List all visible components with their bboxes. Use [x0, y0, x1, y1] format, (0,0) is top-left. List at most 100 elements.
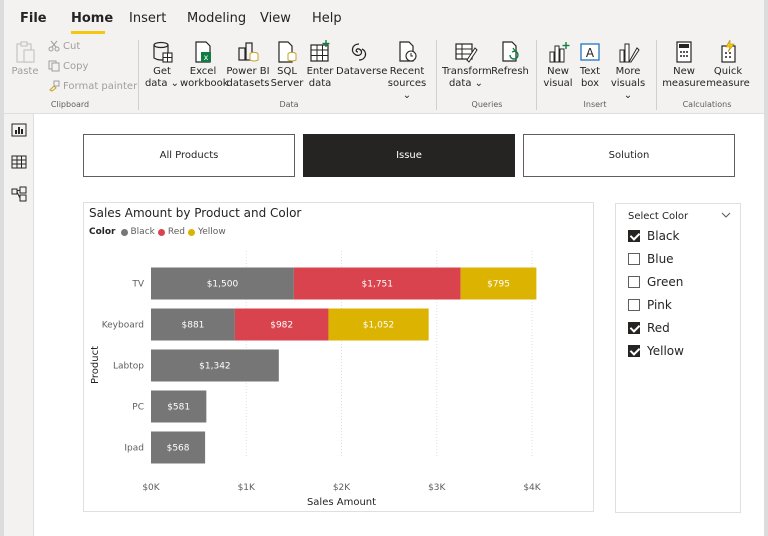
legend-swatch-yellow: [187, 228, 195, 236]
x-axis-title: Sales Amount: [307, 497, 376, 508]
paintbrush-icon: [49, 80, 60, 92]
powerbi-datasets-button[interactable]: Power BI datasets: [226, 40, 270, 90]
slicer-option-green[interactable]: Green: [628, 274, 683, 290]
legend-label-black: Black: [130, 227, 155, 237]
new-visual-button[interactable]: New visual: [542, 40, 574, 90]
ribbon-separator: [138, 40, 139, 110]
recent-label-2: sources ⌄: [387, 78, 427, 101]
bar-segment: [151, 308, 235, 341]
scissors-icon: [48, 40, 60, 52]
get-data-button[interactable]: Get data ⌄: [144, 40, 180, 90]
slicer-title: Select Color: [628, 211, 689, 222]
excel-icon: x: [195, 41, 211, 63]
checkbox[interactable]: [628, 299, 640, 311]
more-visuals-label-2: visuals ⌄: [610, 78, 646, 101]
slicer-option-label: Pink: [647, 298, 672, 312]
menu-home[interactable]: Home: [71, 11, 114, 26]
excel-label-1: Excel: [189, 66, 217, 77]
menu-bar: File Home Insert Modeling View Help: [4, 0, 764, 36]
quick-measure-icon: [721, 40, 736, 63]
table-plus-icon: [310, 40, 330, 62]
slicer-option-black[interactable]: Black: [628, 228, 679, 244]
slicer-option-pink[interactable]: Pink: [628, 297, 672, 313]
slicer-option-yellow[interactable]: Yellow: [628, 343, 684, 359]
more-visuals-icon: [619, 43, 640, 63]
slicer-option-blue[interactable]: Blue: [628, 251, 674, 267]
dataset-icon: [238, 42, 259, 62]
menu-help[interactable]: Help: [312, 11, 342, 26]
checkbox[interactable]: [628, 276, 640, 288]
color-slicer: Select Color Black Blue Green Pink Red Y…: [615, 203, 741, 513]
refresh-button[interactable]: Refresh: [490, 40, 530, 78]
new-measure-label-1: New: [673, 66, 695, 77]
cut-button[interactable]: Cut: [48, 40, 80, 52]
data-group-label: Data: [279, 100, 299, 109]
queries-group-label: Queries: [471, 100, 503, 109]
bar-segment: [293, 267, 461, 300]
transform-icon: [455, 43, 478, 63]
paste-button[interactable]: Paste: [10, 40, 40, 78]
slicer-option-label: Red: [647, 321, 670, 335]
slicer-option-label: Yellow: [647, 344, 684, 358]
checkbox[interactable]: [628, 322, 640, 334]
recent-sources-button[interactable]: Recent sources ⌄: [384, 40, 430, 102]
report-canvas: All Products Issue Solution $0K $1K $2K $3K…: [35, 115, 764, 536]
menu-modeling[interactable]: Modeling: [187, 11, 247, 26]
paste-label: Paste: [11, 66, 39, 77]
issue-button[interactable]: Issue: [303, 134, 515, 177]
legend-label-red: Red: [167, 227, 185, 237]
data-label: $982: [270, 321, 293, 331]
menu-file[interactable]: File: [20, 11, 47, 26]
legend-label-yellow: Yellow: [197, 227, 226, 237]
new-visual-label-2: visual: [543, 78, 573, 89]
bar-chart-icon: [549, 42, 570, 63]
cut-label: Cut: [63, 40, 81, 52]
solution-button[interactable]: Solution: [523, 134, 735, 177]
text-box-button[interactable]: A Text box: [574, 40, 606, 90]
bar-chart-visual[interactable]: $0K $1K $2K $3K $4K TV $1,500 $1,751 $795 Keyboar…: [83, 202, 594, 512]
all-products-button[interactable]: All Products: [83, 134, 295, 177]
chevron-down-icon[interactable]: [721, 210, 731, 220]
data-label: $1,052: [363, 321, 395, 331]
category-label: PC: [132, 403, 144, 413]
dataverse-button[interactable]: Dataverse: [336, 40, 387, 78]
sql-label-2: Server: [270, 78, 304, 89]
clipboard-group-label: Clipboard: [50, 100, 90, 109]
format-painter-button[interactable]: Format painter: [48, 80, 137, 92]
x-tick-label: $3K: [428, 483, 446, 493]
menu-view[interactable]: View: [260, 11, 291, 26]
calculations-group-label: Calculations: [682, 100, 732, 109]
sql-label-1: SQL: [277, 66, 297, 77]
x-tick-label: $4K: [523, 483, 541, 493]
category-label: Labtop: [113, 362, 144, 372]
insert-group-label: Insert: [583, 100, 607, 109]
transform-data-button[interactable]: Transform data ⌄: [442, 40, 492, 90]
get-data-label-1: Get: [153, 66, 171, 77]
report-icon[interactable]: [11, 122, 27, 138]
copy-button[interactable]: Copy: [48, 60, 88, 72]
checkbox[interactable]: [628, 253, 640, 265]
refresh-icon: [502, 41, 519, 62]
more-visuals-button[interactable]: More visuals ⌄: [608, 40, 648, 102]
enter-data-button[interactable]: Enter data: [304, 40, 336, 90]
model-icon[interactable]: [11, 186, 27, 202]
checkbox[interactable]: [628, 230, 640, 242]
menu-insert[interactable]: Insert: [129, 11, 167, 26]
database-icon: [153, 41, 173, 63]
powerbi-window: File Home Insert Modeling View Help Past…: [4, 0, 764, 536]
enter-label-1: Enter: [306, 66, 334, 77]
slicer-option-red[interactable]: Red: [628, 320, 670, 336]
quick-measure-label-2: measure: [706, 78, 750, 89]
new-measure-button[interactable]: New measure: [662, 40, 706, 90]
ribbon-separator: [656, 40, 657, 110]
data-label: $1,751: [362, 280, 394, 290]
table-icon[interactable]: [11, 154, 27, 170]
checkbox[interactable]: [628, 345, 640, 357]
excel-workbook-button[interactable]: x Excel workbook: [180, 40, 229, 90]
x-tick-label: $1K: [238, 483, 256, 493]
quick-measure-button[interactable]: Quick measure: [706, 40, 750, 90]
sql-server-button[interactable]: SQL Server: [270, 40, 304, 90]
data-label: $1,342: [199, 362, 231, 372]
legend-title: Color: [89, 227, 116, 237]
ribbon: Paste Cut Copy Format painter Clipboard …: [4, 36, 764, 114]
